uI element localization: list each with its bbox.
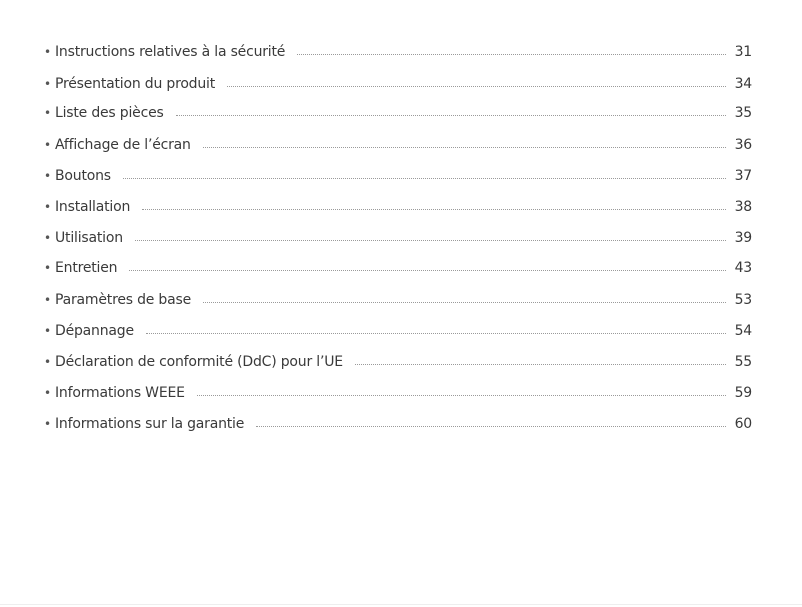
toc-entry[interactable]: • Déclaration de conformité (DdC) pour l…	[44, 352, 752, 372]
toc-entry-title[interactable]: Présentation du produit	[55, 76, 216, 92]
page-bottom-divider	[0, 604, 802, 605]
toc-entry[interactable]: • Présentation du produit 34	[44, 74, 752, 94]
toc-entry-title[interactable]: Déclaration de conformité (DdC) pour l’U…	[55, 354, 343, 370]
toc-entry-title[interactable]: Informations WEEE	[55, 385, 185, 401]
bullet-icon: •	[44, 324, 51, 338]
toc-entry-page: 54	[734, 323, 753, 339]
bullet-icon: •	[44, 169, 51, 183]
bullet-icon: •	[44, 293, 51, 307]
dot-leader	[203, 301, 726, 303]
toc-entry-title[interactable]: Liste des pièces	[55, 105, 164, 121]
toc-entry[interactable]: • Instructions relatives à la sécurité 3…	[44, 42, 752, 62]
dot-leader	[122, 177, 726, 179]
bullet-icon: •	[44, 45, 51, 59]
bullet-icon: •	[44, 106, 51, 120]
toc-entry-page: 37	[734, 168, 753, 184]
toc-entry[interactable]: • Dépannage 54	[44, 321, 752, 341]
dot-leader	[202, 146, 726, 148]
toc-entry[interactable]: • Liste des pièces 35	[44, 103, 752, 123]
toc-entry-page: 31	[734, 44, 753, 60]
dot-leader	[142, 208, 726, 210]
toc-entry-title[interactable]: Entretien	[55, 260, 118, 276]
dot-leader	[227, 85, 726, 87]
toc-entry-title[interactable]: Informations sur la garantie	[55, 416, 245, 432]
toc-entry[interactable]: • Boutons 37	[44, 166, 752, 186]
bullet-icon: •	[44, 355, 51, 369]
toc-entry-title[interactable]: Utilisation	[55, 230, 123, 246]
toc-entry-page: 59	[734, 385, 753, 401]
toc-entry[interactable]: • Installation 38	[44, 197, 752, 217]
dot-leader	[145, 332, 726, 334]
toc-entry-title[interactable]: Affichage de l’écran	[55, 137, 191, 153]
bullet-icon: •	[44, 386, 51, 400]
toc-entry-page: 43	[734, 260, 753, 276]
toc-entry-page: 39	[734, 230, 753, 246]
toc-entry[interactable]: • Utilisation 39	[44, 228, 752, 248]
dot-leader	[129, 269, 726, 271]
bullet-icon: •	[44, 77, 51, 91]
bullet-icon: •	[44, 261, 51, 275]
toc-entry[interactable]: • Entretien 43	[44, 258, 752, 278]
bullet-icon: •	[44, 200, 51, 214]
dot-leader	[134, 239, 726, 241]
dot-leader	[256, 425, 726, 427]
toc-entry-title[interactable]: Installation	[55, 199, 131, 215]
toc-entry-title[interactable]: Dépannage	[55, 323, 134, 339]
toc-entry-page: 35	[734, 105, 753, 121]
toc-entry-title[interactable]: Instructions relatives à la sécurité	[55, 44, 286, 60]
toc-entry-page: 55	[734, 354, 753, 370]
dot-leader	[196, 394, 726, 396]
dot-leader	[297, 53, 726, 55]
dot-leader	[354, 363, 726, 365]
bullet-icon: •	[44, 138, 51, 152]
toc-entry-page: 36	[734, 137, 753, 153]
toc-entry[interactable]: • Informations WEEE 59	[44, 383, 752, 403]
toc-entry[interactable]: • Informations sur la garantie 60	[44, 414, 752, 434]
toc-entry-page: 38	[734, 199, 753, 215]
bullet-icon: •	[44, 417, 51, 431]
toc-entry-title[interactable]: Paramètres de base	[55, 292, 191, 308]
toc-entry-page: 60	[734, 416, 753, 432]
bullet-icon: •	[44, 231, 51, 245]
toc-entry[interactable]: • Affichage de l’écran 36	[44, 135, 752, 155]
dot-leader	[175, 114, 726, 116]
toc-entry-page: 53	[734, 292, 753, 308]
toc-entry-page: 34	[734, 76, 753, 92]
toc-entry[interactable]: • Paramètres de base 53	[44, 290, 752, 310]
toc-entry-title[interactable]: Boutons	[55, 168, 111, 184]
